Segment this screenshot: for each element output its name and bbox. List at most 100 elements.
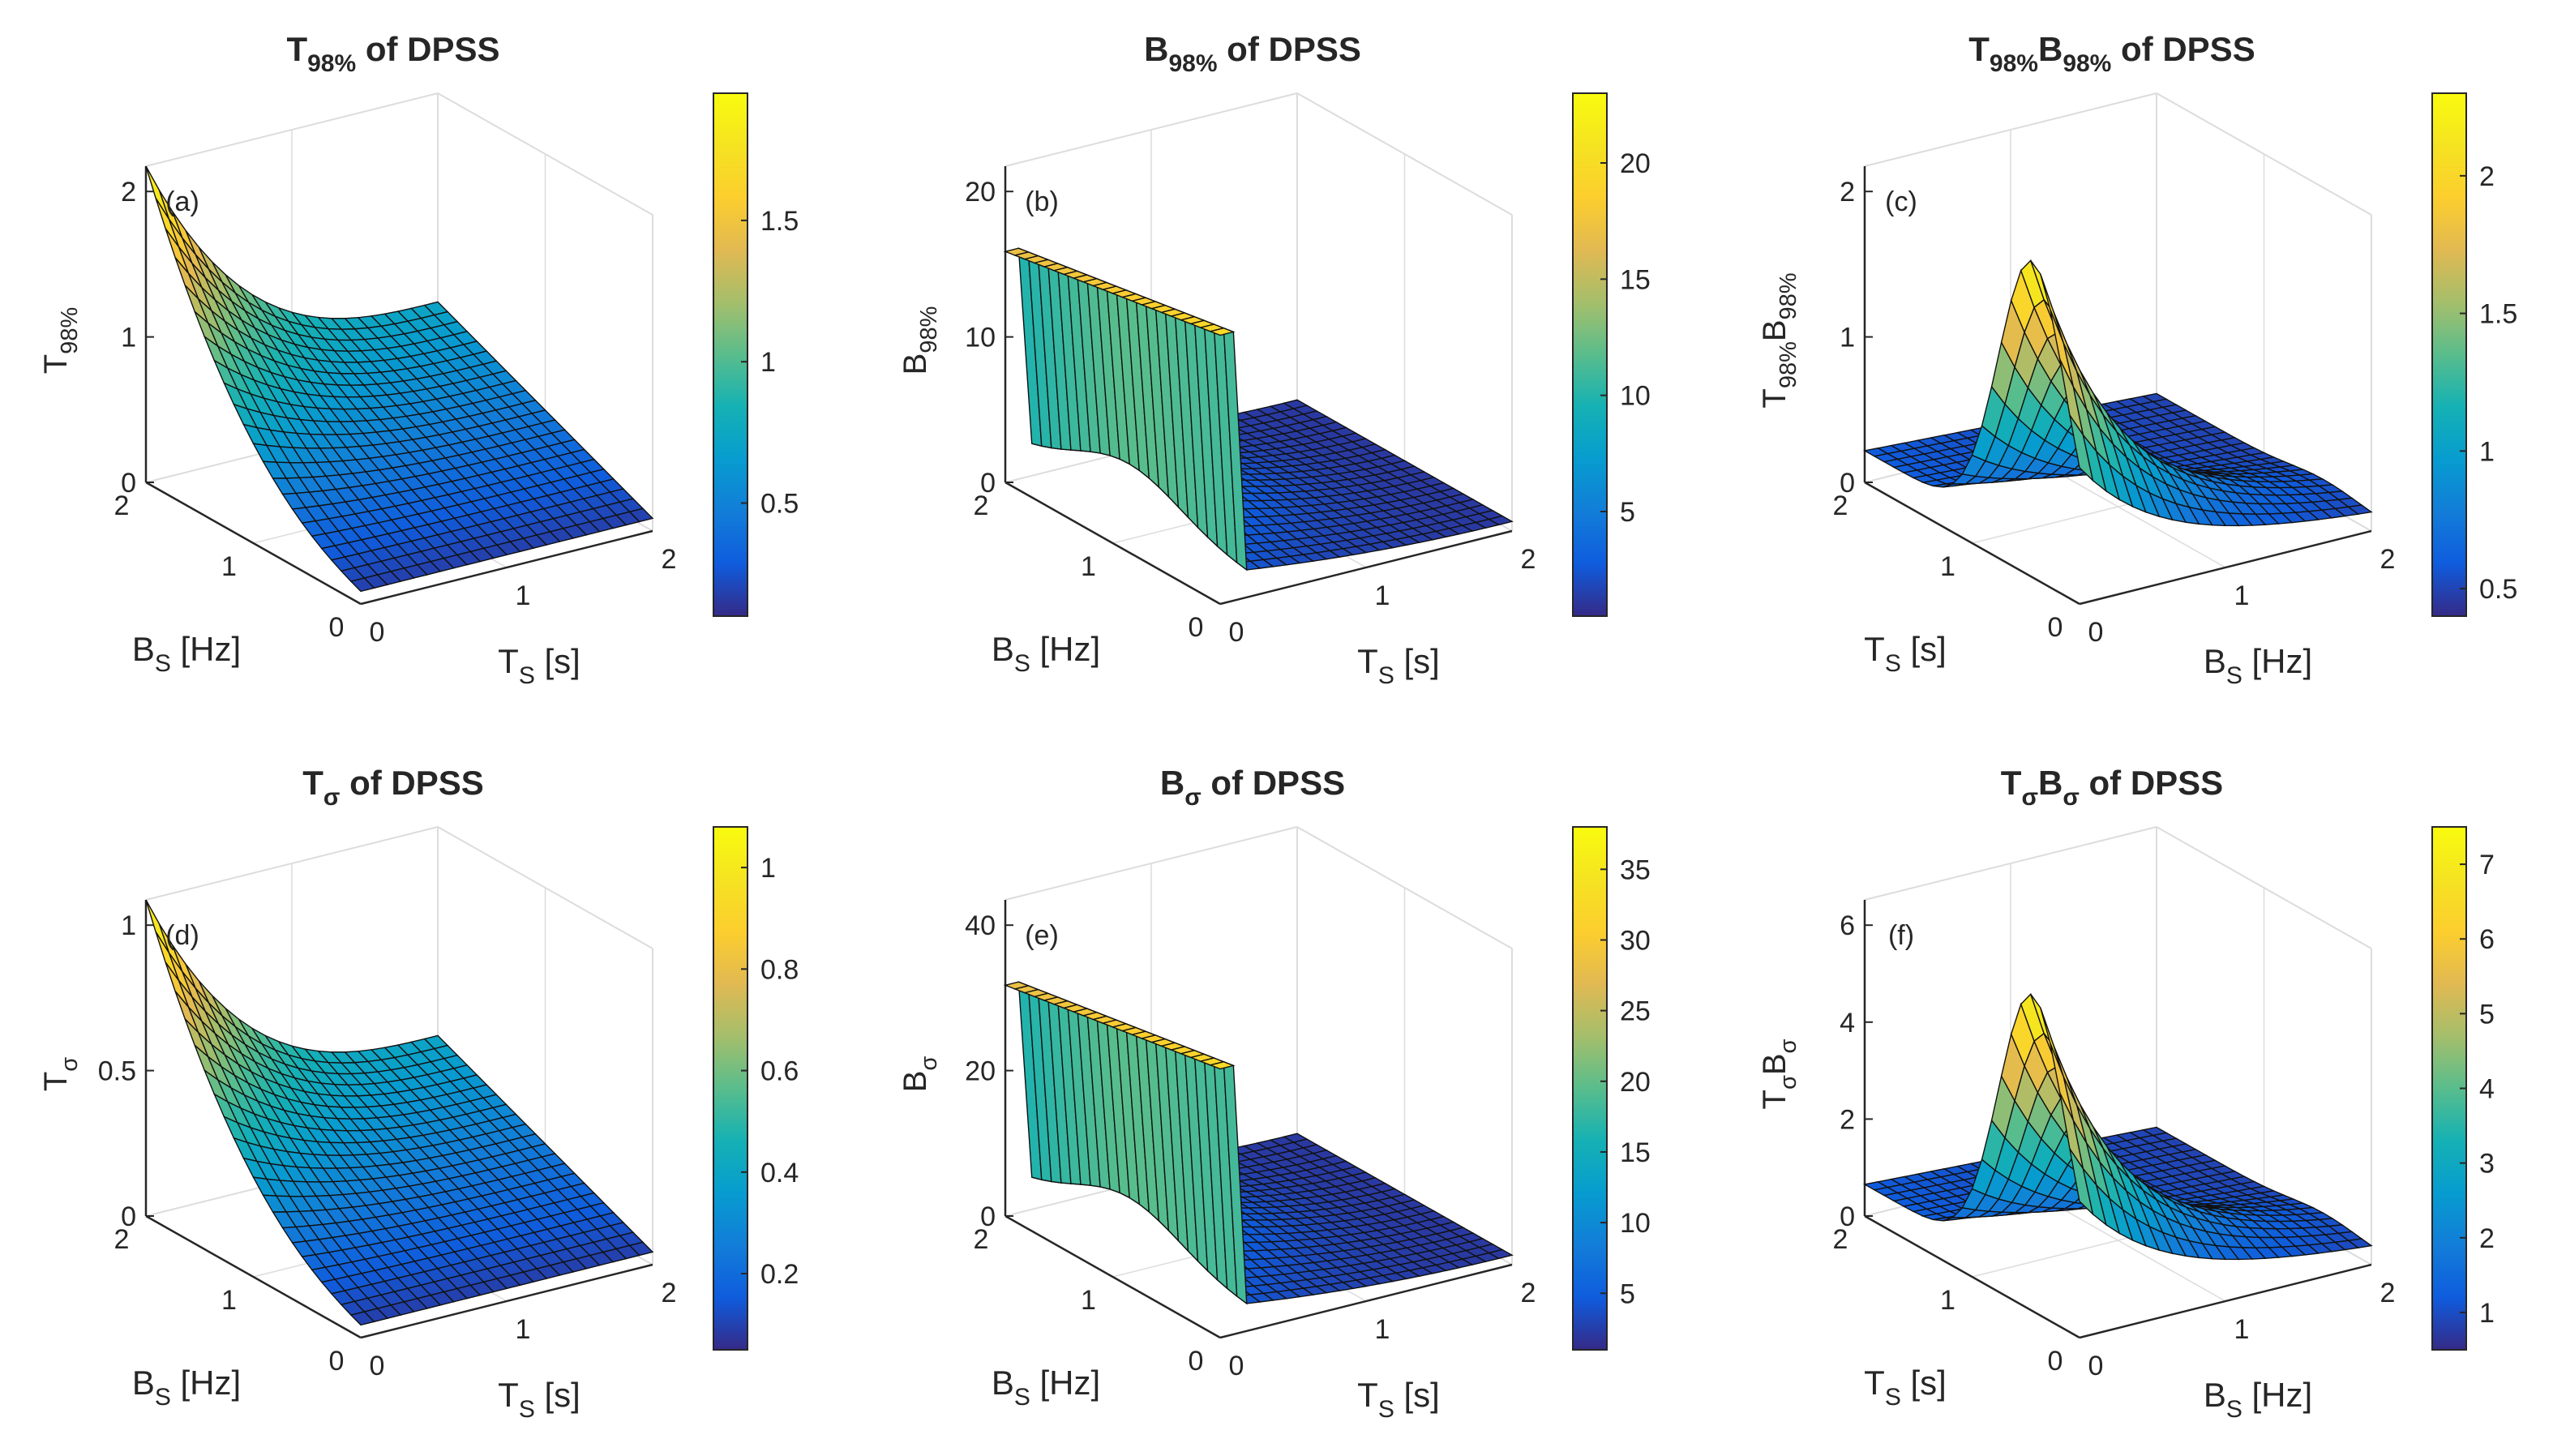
y-axis-label-a-sub: S <box>519 662 535 689</box>
x-axis-label-f: TS [s] <box>1864 1364 1947 1411</box>
colorbar-tick-label: 15 <box>1620 264 1651 295</box>
y-tick-label: 2 <box>1521 1278 1536 1308</box>
x-tick-label: 0 <box>2048 612 2063 643</box>
title-e-rest: of DPSS <box>1202 764 1345 802</box>
surface-patch <box>349 577 375 593</box>
title-a-rest: of DPSS <box>356 30 499 68</box>
y-axis-label-d-rest: [s] <box>535 1376 580 1414</box>
z-tick-label: 1 <box>1840 323 1855 353</box>
z-axis-label-b-sub: 98% <box>916 306 942 353</box>
y-axis-label-e: TS [s] <box>1357 1376 1440 1423</box>
z-axis-label-a-main: T <box>38 354 74 374</box>
x-tick-label: 1 <box>221 1285 237 1316</box>
x-axis-label-b: BS [Hz] <box>992 630 1100 677</box>
surface-patch <box>349 1311 375 1326</box>
z-axis-label-d: Tσ <box>38 1057 83 1091</box>
z-tick-label: 1 <box>121 323 136 353</box>
axis-line <box>1864 1214 2080 1339</box>
x-axis-label-f-sub: S <box>1885 1384 1901 1411</box>
title-f-rest: of DPSS <box>2080 764 2223 802</box>
x-tick-label: 0 <box>329 612 345 643</box>
x-axis-label-e: BS [Hz] <box>992 1364 1100 1411</box>
surface-patch <box>1208 1060 1236 1070</box>
y-tick-label: 1 <box>516 1314 531 1345</box>
title-a-main: T <box>286 30 307 68</box>
x-axis-label-a-main: B <box>132 630 155 668</box>
x-axis-label-c: TS [s] <box>1864 630 1947 677</box>
y-axis-label-a: TS [s] <box>498 642 580 689</box>
colorbar-tick-label: 0.5 <box>760 489 799 520</box>
z-tick-label: 40 <box>965 910 996 941</box>
z-axis-label-e-main: B <box>897 1071 933 1093</box>
y-axis-label-e-main: T <box>1357 1376 1378 1414</box>
axes-lines-a <box>144 166 653 606</box>
axis-line <box>2079 529 2372 606</box>
x-tick-label: 2 <box>114 1224 130 1255</box>
panel-label-f: (f) <box>1888 920 1914 951</box>
y-tick-label: 0 <box>370 1351 385 1381</box>
colorbar-a <box>713 92 748 617</box>
colorbar-tick-label: 25 <box>1620 996 1651 1027</box>
colorbar-tick-label: 20 <box>1620 148 1651 179</box>
colorbar-tick-label: 20 <box>1620 1067 1651 1098</box>
y-axis-label-d: TS [s] <box>498 1376 580 1423</box>
x-tick-label: 2 <box>114 490 130 521</box>
axis-line <box>1004 1214 1221 1339</box>
surface-c <box>1863 259 2373 527</box>
y-axis-label-a-main: T <box>498 642 519 680</box>
title-f-mid: B <box>2038 764 2063 802</box>
x-axis-label-c-main: T <box>1864 630 1885 668</box>
surface-b <box>1003 247 1514 572</box>
x-tick-label: 2 <box>974 490 989 521</box>
axis-line <box>1864 481 2080 606</box>
title-b: B98% of DPSS <box>1144 30 1361 77</box>
y-tick-label: 1 <box>2234 580 2250 611</box>
x-axis-label-d-main: B <box>132 1364 155 1402</box>
axes-lines-e <box>1004 900 1513 1339</box>
colorbar-tick-label: 5 <box>1620 497 1635 528</box>
title-d-rest: of DPSS <box>340 764 483 802</box>
colorbar-tick-label: 1 <box>2479 1298 2495 1329</box>
colorbar-tick-label: 6 <box>2479 924 2495 955</box>
title-a-sub: 98% <box>307 50 356 77</box>
surface-a <box>145 165 654 593</box>
axis-line <box>145 1214 362 1339</box>
z-axis-label-c: T98%B98% <box>1757 272 1801 408</box>
colorbar-tick-label: 35 <box>1620 854 1651 885</box>
z-axis-label-f-main: T <box>1757 1090 1793 1109</box>
x-axis-label-e-sub: S <box>1014 1384 1030 1411</box>
title-d-main: T <box>302 764 323 802</box>
surface-f <box>1863 992 2373 1261</box>
axis-line <box>360 1263 653 1339</box>
y-axis-label-c-main: B <box>2204 642 2226 680</box>
axes-lines-c <box>1863 166 2372 606</box>
panel-label-d: (d) <box>165 920 199 951</box>
y-axis-label-b-sub: S <box>1378 662 1394 689</box>
z-axis-label-c-sub: 98% <box>1776 341 1801 388</box>
x-axis-label-b-rest: [Hz] <box>1030 630 1100 668</box>
y-tick-label: 0 <box>370 617 385 648</box>
y-tick-label: 2 <box>1521 544 1536 575</box>
colorbar-tick-label: 1 <box>760 853 776 884</box>
y-tick-label: 1 <box>1375 580 1390 611</box>
panel-label-a: (a) <box>165 186 199 217</box>
y-tick-label: 2 <box>2380 1278 2396 1308</box>
y-axis-label-f: BS [Hz] <box>2204 1376 2312 1423</box>
y-axis-label-b-main: T <box>1357 642 1378 680</box>
z-tick-label: 0 <box>980 1201 996 1232</box>
colorbar-tick-label: 4 <box>2479 1074 2495 1105</box>
title-b-main: B <box>1144 30 1168 68</box>
axes-lines-b <box>1004 166 1513 606</box>
colorbar-tick-label: 1.5 <box>2479 299 2517 330</box>
colorbar-tick-label: 7 <box>2479 850 2495 880</box>
y-axis-label-c-rest: [Hz] <box>2242 642 2312 680</box>
axes-lines-f <box>1863 900 2372 1339</box>
z-tick-label: 0 <box>1840 468 1855 499</box>
z-axis-label-f-sub2: σ <box>1776 1038 1801 1053</box>
y-tick-label: 0 <box>2088 1351 2104 1381</box>
title-c-mid: B <box>2038 30 2063 68</box>
